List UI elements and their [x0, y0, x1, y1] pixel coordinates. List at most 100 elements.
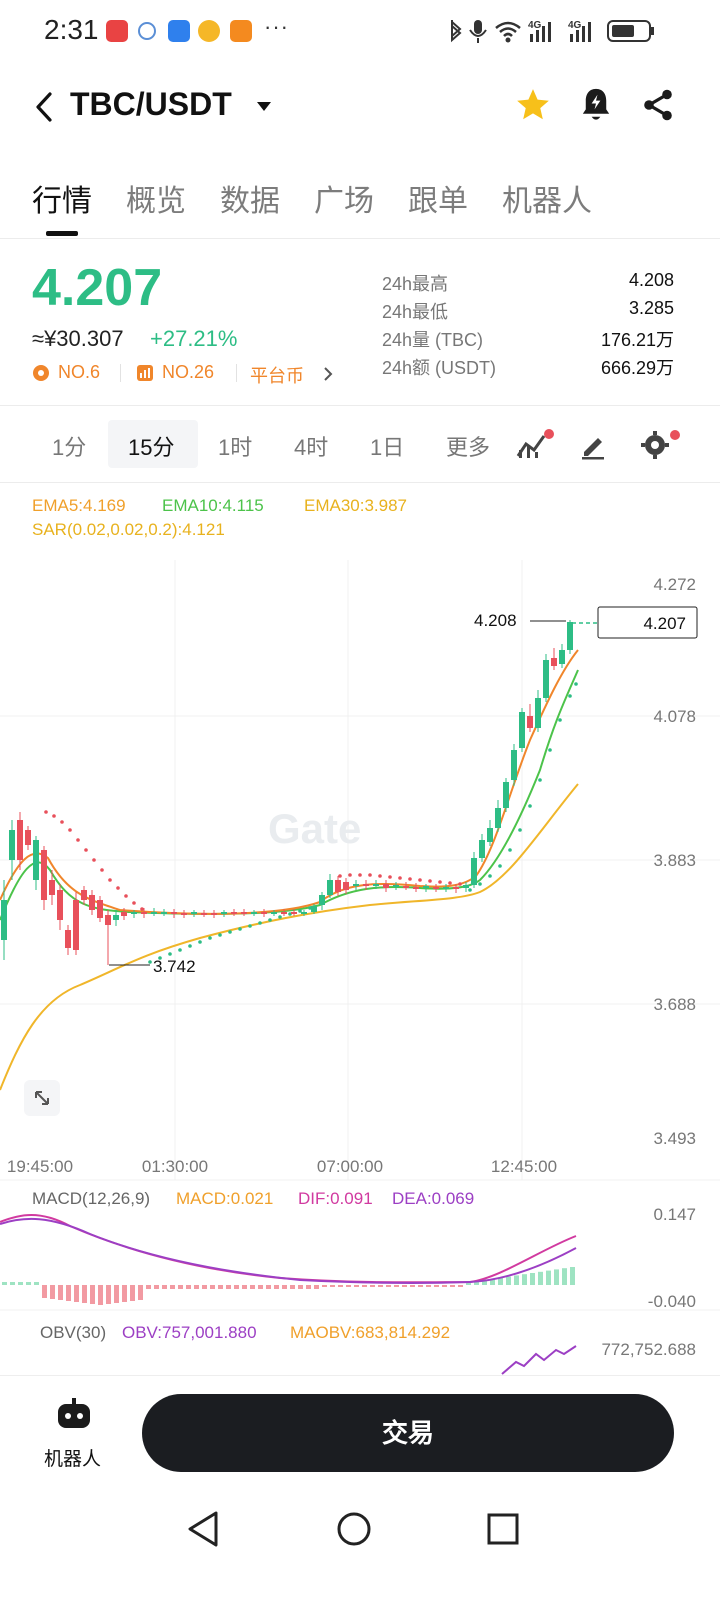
macd-bar: [234, 1285, 239, 1289]
macd-value: MACD:0.021: [176, 1189, 273, 1208]
interval-4h[interactable]: 4时: [294, 435, 329, 460]
obv-legend: OBV(30) OBV:757,001.880 MAOBV:683,814.29…: [40, 1323, 450, 1342]
dea-line: [0, 1217, 577, 1284]
macd-bar: [26, 1282, 31, 1285]
candle-body: [81, 890, 87, 900]
interval-1h[interactable]: 1时: [218, 435, 253, 460]
high-label: 4.208: [474, 611, 517, 630]
sar-dots-green: [148, 682, 578, 964]
candle-body: [105, 915, 111, 925]
tab-copy-trading[interactable]: 跟单: [408, 185, 468, 218]
svg-text:4G: 4G: [528, 20, 542, 31]
rank-badge[interactable]: NO.6: [58, 362, 101, 382]
time-tick: 01:30:00: [142, 1157, 208, 1176]
tab-robot[interactable]: 机器人: [502, 185, 592, 218]
macd-histogram: [2, 1267, 575, 1305]
candle-body: [181, 913, 187, 915]
tab-square[interactable]: 广场: [314, 185, 374, 218]
nav-back-icon[interactable]: [186, 1510, 220, 1548]
price-alert-bell-icon[interactable]: [578, 86, 614, 124]
candle-body: [559, 650, 565, 664]
stat-label: 24h最高: [382, 274, 449, 294]
divider: [0, 405, 720, 406]
macd-bar: [458, 1285, 463, 1287]
macd-bar: [250, 1285, 255, 1289]
candle-body: [73, 900, 79, 950]
star-favorite-icon[interactable]: [514, 86, 552, 124]
stat-value: 176.21万: [600, 330, 674, 350]
sar-value: SAR(0.02,0.02,0.2):4.121: [32, 520, 225, 539]
candle-body: [1, 900, 7, 940]
candle-body: [241, 912, 247, 914]
stat-value: 4.208: [628, 270, 674, 290]
ema30-line: [0, 783, 579, 1091]
last-price-box: [597, 606, 698, 639]
macd-bar: [130, 1285, 135, 1301]
macd-bar: [2, 1282, 7, 1285]
candle-body: [291, 912, 297, 914]
tab-market[interactable]: 行情: [32, 185, 92, 218]
candle-body: [33, 840, 39, 880]
macd-bar: [554, 1269, 559, 1285]
indicator-icon[interactable]: [516, 428, 556, 460]
candle-body: [527, 716, 533, 728]
pair-title[interactable]: TBC/USDT: [70, 86, 232, 122]
interval-1m[interactable]: 1分: [52, 435, 87, 460]
interval-more[interactable]: 更多: [446, 435, 491, 460]
candle-body: [551, 658, 557, 666]
settings-gear-icon[interactable]: [640, 428, 682, 462]
expand-icon[interactable]: [24, 1080, 60, 1116]
draw-pen-icon[interactable]: [578, 430, 608, 460]
trade-button[interactable]: 交易: [142, 1394, 674, 1472]
tab-overview[interactable]: 概览: [126, 185, 186, 218]
rank-badge[interactable]: NO.26: [162, 362, 215, 382]
last-price-label: 4.207: [643, 614, 686, 633]
chevron-right-icon[interactable]: [322, 366, 334, 382]
macd-bar: [242, 1285, 247, 1289]
macd-bar: [10, 1282, 15, 1285]
macd-bar: [114, 1285, 119, 1303]
candle-body: [171, 912, 177, 914]
obv-name: OBV(30): [40, 1323, 106, 1342]
interval-15m[interactable]: 15分: [128, 435, 175, 460]
nav-home-icon[interactable]: [336, 1510, 372, 1548]
macd-bar: [362, 1285, 367, 1287]
candle-body: [343, 882, 349, 890]
back-arrow-icon[interactable]: [32, 90, 56, 124]
stat-label: 24h额 (USDT): [382, 358, 497, 378]
category-tag[interactable]: 平台币: [250, 366, 304, 386]
obv-line: [501, 1345, 577, 1375]
candle-body: [423, 886, 429, 888]
obv-value: OBV:757,001.880: [122, 1323, 257, 1342]
candlestick-chart[interactable]: Gate 4.272 4.078 3.883 3.688 3.493 19:45…: [0, 560, 720, 1375]
candle-body: [271, 912, 277, 914]
candle-body: [479, 840, 485, 858]
caret-down-icon[interactable]: [256, 100, 272, 112]
sar-dots-red: [44, 810, 462, 911]
tab-data[interactable]: 数据: [220, 185, 280, 218]
share-icon[interactable]: [640, 86, 676, 124]
macd-bar: [170, 1285, 175, 1289]
candle-body: [9, 830, 15, 860]
app-notification-icon: [230, 20, 252, 42]
macd-bar: [466, 1282, 471, 1285]
macd-bar: [306, 1285, 311, 1289]
macd-bar: [82, 1285, 87, 1303]
time-tick: 19:45:00: [7, 1157, 73, 1176]
maobv-value: MAOBV:683,814.292: [290, 1323, 450, 1342]
robot-button-label[interactable]: 机器人: [44, 1449, 102, 1470]
stat-label: 24h最低: [382, 302, 449, 322]
last-price: 4.207: [32, 259, 163, 317]
macd-bar: [218, 1285, 223, 1289]
macd-bar: [66, 1285, 71, 1301]
macd-bar: [474, 1281, 479, 1285]
robot-icon[interactable]: [56, 1398, 92, 1432]
interval-1d[interactable]: 1日: [370, 435, 405, 460]
macd-bar: [162, 1285, 167, 1289]
candle-body: [41, 850, 47, 900]
nav-recent-apps-icon[interactable]: [486, 1512, 520, 1546]
stat-value: 666.29万: [600, 358, 674, 378]
macd-bar: [434, 1285, 439, 1287]
macd-legend: MACD(12,26,9) MACD:0.021 DIF:0.091 DEA:0…: [32, 1189, 474, 1208]
candle-body: [251, 912, 257, 914]
